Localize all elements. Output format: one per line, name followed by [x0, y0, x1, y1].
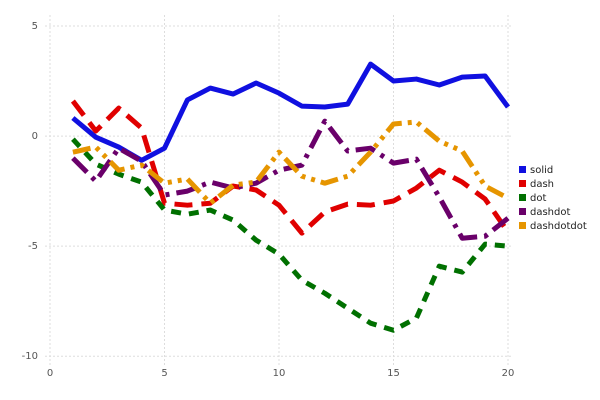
legend-label: dashdotdot — [530, 221, 587, 232]
legend-swatch — [519, 208, 526, 215]
legend-swatch — [519, 180, 526, 187]
legend-label: dashdot — [530, 207, 570, 218]
line-series — [71, 61, 511, 163]
x-tick-label: 15 — [387, 368, 400, 379]
y-tick-label: -5 — [28, 241, 38, 252]
x-tick-label: 5 — [161, 368, 167, 379]
y-tick-label: 0 — [32, 131, 38, 142]
legend-swatch — [519, 166, 526, 173]
x-tick-label: 10 — [273, 368, 286, 379]
x-tick-label: 20 — [502, 368, 515, 379]
x-tick-label: 0 — [47, 368, 53, 379]
legend-label: dot — [530, 193, 546, 204]
line-series — [72, 119, 510, 206]
y-tick-label: -10 — [22, 351, 38, 362]
legend-swatch — [519, 222, 526, 229]
legend-label: solid — [530, 165, 553, 176]
legend-swatch — [519, 194, 526, 201]
legend-label: dash — [530, 179, 554, 190]
y-tick-label: 5 — [32, 21, 38, 32]
line-series — [70, 99, 511, 236]
